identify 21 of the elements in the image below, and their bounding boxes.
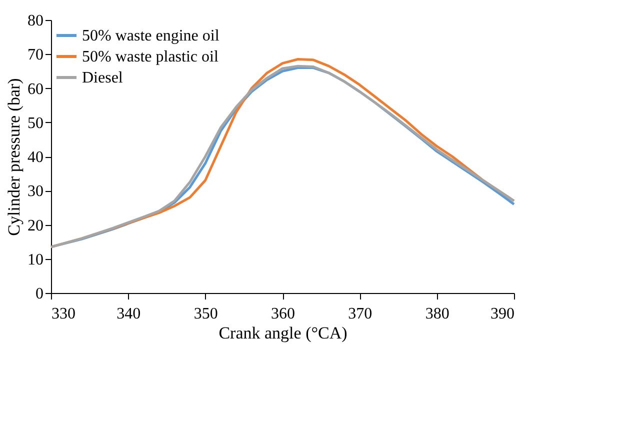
x-tick-label: 350 — [194, 306, 218, 322]
y-tick-label: 30 — [28, 183, 44, 200]
y-tick-label: 70 — [28, 46, 44, 64]
x-tick-label: 340 — [116, 306, 141, 322]
y-tick-label: 0 — [36, 286, 44, 302]
legend-label: 50% waste plastic oil — [82, 48, 219, 66]
x-tick-label: 370 — [348, 306, 372, 322]
y-tick-label: 10 — [28, 251, 44, 268]
x-tick-label: 380 — [425, 306, 450, 322]
legend-label: 50% waste engine oil — [82, 28, 220, 44]
y-axis-title: Cylinder pressure (bar) — [4, 78, 24, 236]
x-tick-label: 360 — [271, 306, 295, 322]
y-tick-label: 80 — [28, 12, 44, 30]
x-tick-label: 390 — [490, 306, 514, 322]
x-tick-label: 330 — [52, 306, 76, 322]
y-tick-label: 50 — [28, 114, 44, 132]
x-axis-title: Crank angle (°CA) — [218, 324, 348, 342]
y-tick-label: 40 — [28, 149, 44, 166]
legend-label: Diesel — [82, 70, 124, 86]
y-tick-label: 60 — [28, 80, 44, 98]
y-tick-label: 20 — [28, 217, 44, 234]
